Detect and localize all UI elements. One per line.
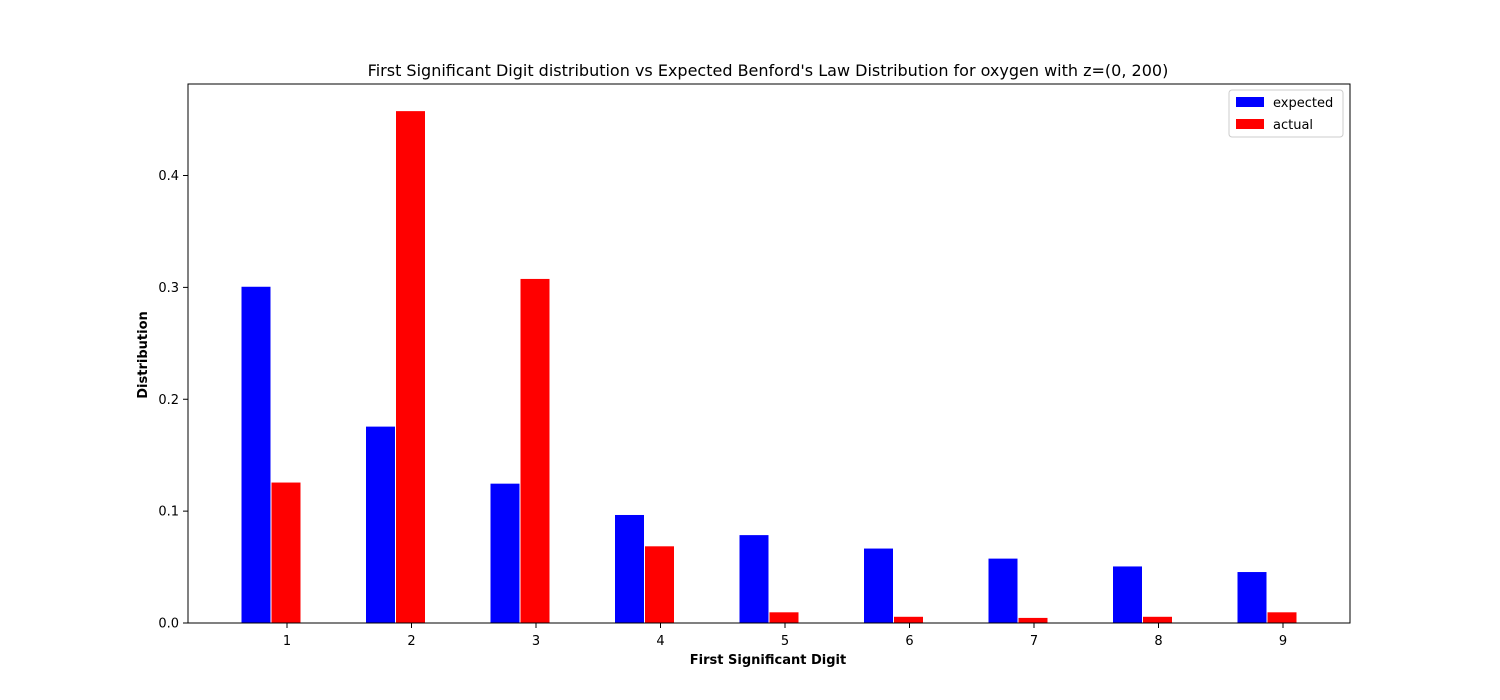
y-ticks: 0.0 0.1 0.2 0.3 0.4 [158,169,188,632]
y-tick-label-0.3: 0.3 [158,281,179,296]
legend: expected actual [1228,89,1344,138]
x-tick-label-5: 5 [781,634,789,649]
x-tick-label-1: 1 [283,634,291,649]
bar-expected-5 [738,534,770,624]
bar-expected-9 [1236,571,1268,624]
bar-actual-1 [270,481,302,624]
x-tick-label-9: 9 [1279,634,1287,649]
y-tick-label-0.0: 0.0 [158,617,179,632]
x-axis-label: First Significant Digit [690,653,846,668]
bar-expected-2 [365,425,396,624]
legend-label-actual: actual [1273,118,1313,133]
x-tick-label-8: 8 [1154,634,1162,649]
plot-frame [187,83,1351,624]
bar-actual-4 [644,545,675,624]
legend-swatch-actual [1236,119,1264,129]
bars-layer [240,110,1298,624]
bar-expected-8 [1112,565,1143,624]
x-ticks: 1 2 3 4 5 6 7 8 9 [283,623,1287,649]
y-tick-label-0.2: 0.2 [158,393,179,408]
x-tick-label-4: 4 [656,634,664,649]
y-axis-label: Distribution [136,311,151,398]
bar-actual-9 [1266,611,1298,624]
legend-label-expected: expected [1273,96,1333,111]
bar-expected-4 [614,513,645,624]
y-tick-label-0.4: 0.4 [158,169,179,184]
chart-title: First Significant Digit distribution vs … [368,61,1169,80]
x-tick-label-2: 2 [407,634,415,649]
bar-actual-7 [1017,616,1049,624]
bar-expected-1 [240,285,272,624]
x-tick-label-3: 3 [532,634,540,649]
bar-expected-3 [489,482,521,624]
x-tick-label-7: 7 [1030,634,1038,649]
bar-actual-3 [519,277,551,624]
bar-actual-2 [395,110,426,624]
bar-actual-5 [768,611,800,624]
bar-actual-6 [893,615,924,624]
x-tick-label-6: 6 [905,634,913,649]
bar-expected-7 [987,557,1019,624]
legend-swatch-expected [1236,97,1264,107]
y-tick-label-0.1: 0.1 [158,505,179,520]
bar-expected-6 [863,547,894,624]
bar-actual-8 [1142,615,1173,624]
